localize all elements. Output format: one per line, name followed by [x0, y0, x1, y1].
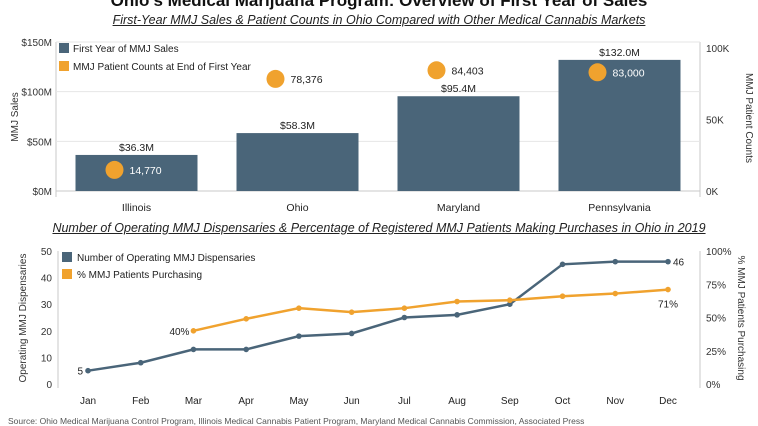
- chart2-percent-point: [559, 293, 566, 300]
- chart1-xtick-label: Maryland: [437, 202, 480, 214]
- chart2-y2tick-label: 0%: [706, 380, 721, 391]
- chart1-dot-label: 78,376: [291, 74, 323, 86]
- chart2-percent-point: [348, 309, 355, 315]
- chart1-y2label: MMJ Patient Counts: [743, 73, 754, 163]
- chart2-y2tick-label: 25%: [706, 347, 726, 358]
- chart2-xtick-label: Jun: [344, 396, 360, 407]
- chart2-percent-point: [454, 298, 460, 305]
- chart2-xtick-label: Feb: [132, 396, 150, 407]
- chart2-y2tick-label: 75%: [706, 280, 726, 291]
- chart2-dispensary-point: [559, 261, 566, 268]
- chart2-xtick-label: Jan: [80, 396, 96, 407]
- chart1-ylabel: MMJ Sales: [10, 92, 21, 141]
- chart1-ytick-label: $0M: [33, 187, 52, 198]
- chart2-dispensary-point: [348, 330, 355, 337]
- chart1-patient-dot: [266, 69, 285, 88]
- chart2-percent-point: [612, 290, 619, 297]
- chart1-title: First-Year MMJ Sales & Patient Counts in…: [112, 13, 646, 27]
- chart1-bar: [397, 96, 520, 191]
- chart2-xtick-label: Dec: [659, 396, 677, 407]
- chart2-y2tick-label: 50%: [706, 314, 726, 325]
- chart1-patient-dot: [588, 63, 607, 82]
- chart2-percent-point: [243, 316, 249, 322]
- chart2-dispensary-line: [87, 260, 668, 372]
- chart1-bar: [558, 59, 681, 191]
- chart1-y2tick-label: 50K: [706, 116, 724, 127]
- chart2-xtick-label: Oct: [555, 396, 571, 407]
- chart2-dispensary-point: [612, 258, 619, 265]
- chart2-ytick-label: 0: [46, 380, 52, 391]
- chart2-ytick-label: 20: [41, 327, 53, 338]
- chart2-dispensary-point: [85, 367, 91, 374]
- chart2-percent-point: [296, 305, 302, 311]
- chart1-dot-label: 14,770: [130, 165, 162, 177]
- chart1-bar-label: $132.0M: [599, 47, 640, 59]
- chart2-ylabel: Operating MMJ Dispensaries: [18, 254, 29, 383]
- chart2-xtick-label: Jul: [398, 396, 411, 407]
- chart2-legend-swatch-percent: [62, 269, 72, 279]
- chart2-xtick-label: Nov: [606, 396, 624, 407]
- chart2-ytick-label: 30: [41, 300, 53, 311]
- chart2-percent-point: [401, 305, 408, 311]
- chart2-dispensary-point: [454, 312, 460, 318]
- chart1-bar: [75, 154, 198, 191]
- chart1-ytick-label: $150M: [21, 38, 52, 49]
- chart2-xtick-label: Apr: [238, 396, 254, 407]
- chart2-legend-label: Number of Operating MMJ Dispensaries: [77, 253, 255, 264]
- chart2-dispensary-point: [507, 301, 513, 308]
- chart1-xtick-label: Pennsylvania: [588, 202, 651, 214]
- chart1-patient-dot: [105, 160, 124, 179]
- chart1-dot-label: 84,403: [452, 65, 484, 77]
- chart1-legend-label: MMJ Patient Counts at End of First Year: [73, 62, 252, 73]
- chart1-patient-dot: [427, 61, 446, 80]
- chart2-y2tick-label: 100%: [706, 247, 732, 258]
- chart2-percent-point: [190, 328, 197, 334]
- chart1-bar-label: $58.3M: [280, 120, 315, 132]
- chart2-dispensary-point: [401, 314, 408, 321]
- chart1-y2tick-label: 100K: [706, 44, 730, 55]
- chart2-ytick-label: 10: [41, 353, 53, 364]
- chart2-title: Number of Operating MMJ Dispensaries & P…: [52, 221, 706, 235]
- chart2-xtick-label: Aug: [448, 396, 466, 407]
- chart2-xtick-label: May: [289, 396, 308, 407]
- source-note: Source: Ohio Medical Marijuana Control P…: [8, 416, 585, 426]
- chart2-dispensary-point: [296, 333, 302, 339]
- chart1-ytick-label: $50M: [27, 137, 52, 148]
- chart1-legend-label: First Year of MMJ Sales: [73, 44, 179, 55]
- chart2-percent-point: [665, 286, 671, 293]
- chart2-percent-line: [193, 288, 669, 333]
- chart1-xtick-label: Ohio: [286, 202, 308, 214]
- chart2-legend-label: % MMJ Patients Purchasing: [77, 270, 202, 281]
- chart1-legend-swatch-bar: [59, 43, 69, 53]
- chart2-dispensary-point: [137, 359, 144, 366]
- chart2-ytick-label: 50: [41, 247, 53, 258]
- chart2-percent-label: 71%: [658, 300, 678, 311]
- chart2-dispensary-point: [243, 346, 249, 353]
- chart1-xtick-label: Illinois: [122, 202, 151, 214]
- chart1-bar: [236, 133, 359, 191]
- chart1-bar-label: $95.4M: [441, 83, 476, 95]
- chart2-legend-swatch-dispensary: [62, 252, 72, 262]
- chart2-percent-point: [507, 297, 513, 304]
- chart2-xtick-label: Sep: [501, 396, 519, 407]
- chart1-legend-swatch-dot: [59, 61, 69, 71]
- chart2-dispensary-point: [665, 258, 671, 265]
- chart1-dot-label: 83,000: [613, 67, 645, 79]
- chart2-ytick-label: 40: [41, 274, 53, 285]
- chart2-percent-label: 40%: [169, 327, 189, 338]
- chart1-bar-label: $36.3M: [119, 142, 154, 154]
- chart2-dispensary-point: [190, 346, 197, 353]
- chart2-y2label: % MMJ Patients Purchasing: [735, 255, 746, 380]
- chart2-dispensary-label: 5: [77, 367, 83, 378]
- chart1-ytick-label: $100M: [21, 88, 52, 99]
- page-title: Ohio’s Medical Marijuana Program: Overvi…: [110, 0, 648, 10]
- chart2-xtick-label: Mar: [185, 396, 203, 407]
- chart1-y2tick-label: 0K: [706, 187, 719, 198]
- chart2-dispensary-label: 46: [673, 258, 685, 269]
